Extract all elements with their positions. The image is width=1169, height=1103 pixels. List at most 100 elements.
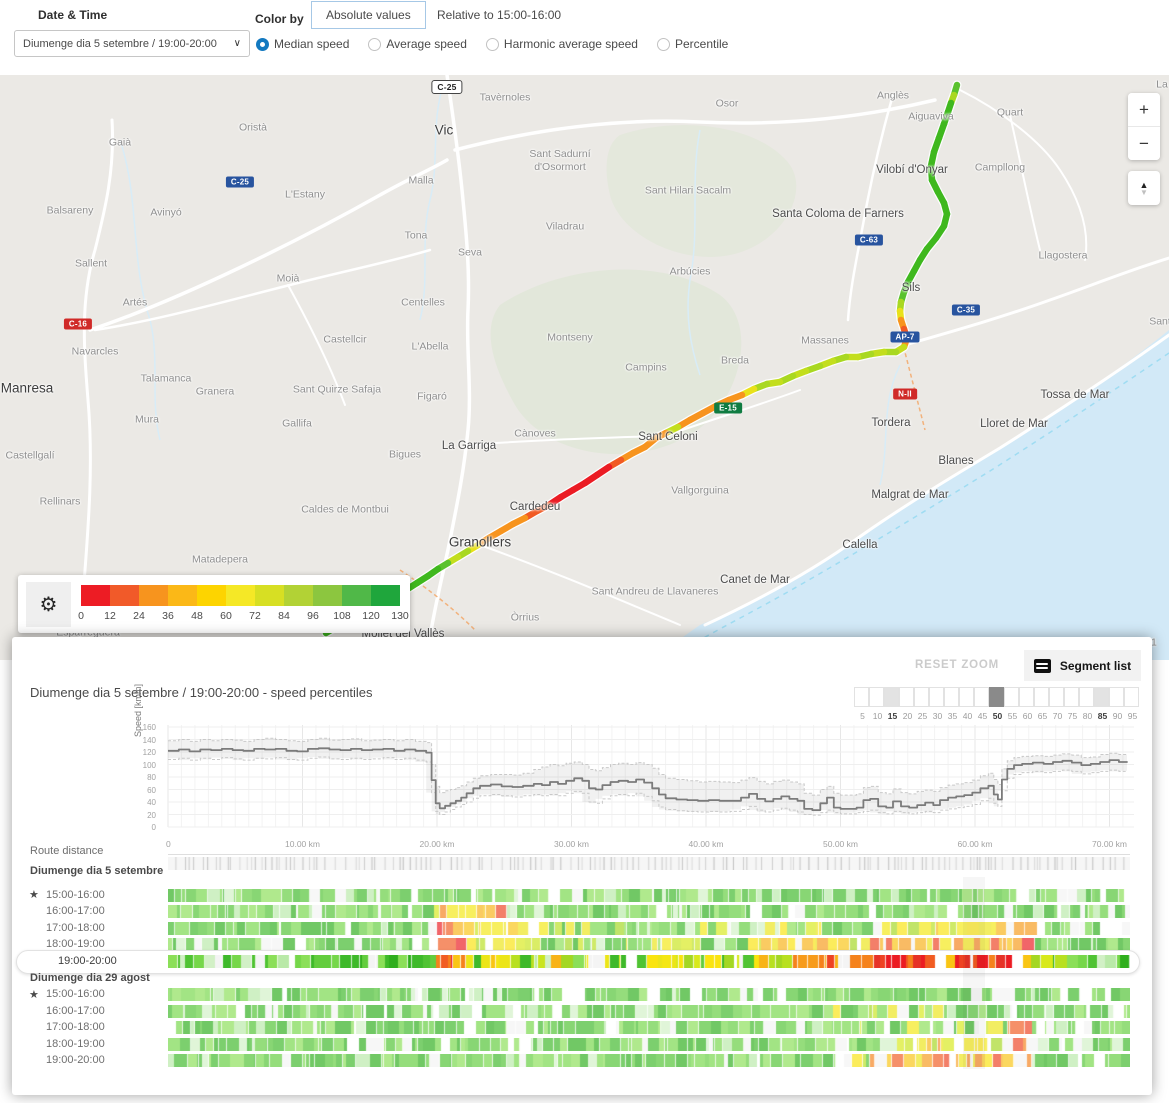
timeslot-heatmap-strip[interactable] [168,1037,1130,1051]
percentile-box[interactable] [1004,687,1019,707]
timeslot-heatmap-strip[interactable] [168,905,1130,918]
percentile-box[interactable] [1019,687,1034,707]
percentile-box[interactable] [884,687,899,707]
percentile-label: 70 [1052,711,1063,721]
percentile-box[interactable] [1124,687,1139,707]
percentile-box[interactable] [944,687,959,707]
timeslot-label-1600-1700[interactable]: 16:00-17:00 [46,1004,105,1017]
timeslot-heatmap-strip[interactable] [168,988,1130,1001]
metric-radio-harmonic-average-speed[interactable]: Harmonic average speed [485,37,638,51]
tilt-button[interactable]: ▲ ▼ [1128,171,1160,205]
timeslot-heatmap-strip[interactable] [168,938,1130,951]
timeslot-heatmap-strip[interactable] [168,1021,1130,1034]
percentile-box[interactable] [914,687,929,707]
percentile-box[interactable] [1049,687,1064,707]
zoom-in-button[interactable]: + [1128,93,1160,126]
percentile-cell-80[interactable]: 80 [1079,687,1095,721]
percentile-box[interactable] [1079,687,1094,707]
metric-radio-percentile[interactable]: Percentile [656,37,728,51]
roads [78,75,1169,639]
percentile-label: 20 [902,711,913,721]
percentile-box[interactable] [854,687,869,707]
percentile-box[interactable] [989,687,1004,707]
y-tick-label: 60 [147,785,156,795]
map[interactable]: Tavèrnoles Osor Anglès Aiguaviva Quart Oristà… [0,75,1169,660]
percentile-cell-25[interactable]: 25 [914,687,930,721]
percentile-box[interactable] [929,687,944,707]
legend-tick: 72 [249,609,261,622]
percentile-label: 30 [932,711,943,721]
segment-list-button[interactable]: Segment list [1024,650,1141,681]
percentile-cell-45[interactable]: 45 [974,687,990,721]
percentile-box[interactable] [1064,687,1079,707]
percentile-label: 95 [1127,711,1138,721]
percentile-cell-50[interactable]: 50 [989,687,1005,721]
timeslot-label-1600-1700[interactable]: 16:00-17:00 [46,905,105,917]
metric-radio-average-speed[interactable]: Average speed [368,37,467,51]
radio-icon [368,37,382,51]
percentile-box[interactable] [1034,687,1049,707]
timeslot-heatmap-strip[interactable] [168,1054,1130,1067]
legend-swatch [226,584,255,606]
percentile-cell-85[interactable]: 85 [1094,687,1110,721]
legend-tick: 36 [162,609,174,622]
y-tick-label: 0 [151,823,156,832]
percentile-box[interactable] [1109,687,1124,707]
timeslot-label-1800-1900[interactable]: 18:00-19:00 [46,938,105,950]
timeslot-heatmap-strip[interactable] [168,1004,1130,1018]
legend-swatch [110,584,139,606]
percentile-cell-70[interactable]: 70 [1049,687,1065,721]
relative-values-button[interactable]: Relative to 15:00-16:00 [437,8,562,22]
percentile-box[interactable] [959,687,974,707]
star-icon: ★ [29,889,39,901]
timeslot-label-1900-2000[interactable]: 19:00-20:00 [46,1054,105,1066]
timeslot-label-1500-1600[interactable]: 15:00-16:00 [46,888,105,901]
legend-swatch [197,584,226,606]
reset-zoom-button[interactable]: RESET ZOOM [915,659,1000,671]
percentile-cell-30[interactable]: 30 [929,687,945,721]
timeslot-heatmap-strip[interactable] [168,921,1130,935]
timeslot-label-1900-2000[interactable]: 19:00-20:00 [58,955,117,967]
percentile-label: 55 [1007,711,1018,721]
metric-radio-median-speed[interactable]: Median speed [256,37,349,51]
percentile-cell-10[interactable]: 10 [869,687,885,721]
percentile-cell-20[interactable]: 20 [899,687,915,721]
percentile-label: 60 [1022,711,1033,721]
percentile-cell-5[interactable]: 5 [854,687,870,721]
timeslot-heatmap-strip[interactable] [168,955,1130,968]
date-time-dropdown[interactable]: Diumenge dia 5 setembre / 19:00-20:00 ∨ [14,30,250,57]
percentile-cell-90[interactable]: 90 [1109,687,1125,721]
radio-label: Average speed [386,37,467,51]
rivers [119,79,901,486]
absolute-values-button[interactable]: Absolute values [311,1,426,29]
speed-percentile-chart[interactable] [164,721,1138,833]
percentile-box[interactable] [869,687,884,707]
y-tick-label: 160 [142,723,156,732]
timeslot-label-1800-1900[interactable]: 18:00-19:00 [46,1037,105,1050]
percentile-cell-40[interactable]: 40 [959,687,975,721]
timeslot-label-1500-1600[interactable]: 15:00-16:00 [46,988,105,1000]
percentile-cell-15[interactable]: 15 [884,687,900,721]
percentile-box[interactable] [899,687,914,707]
percentile-box[interactable] [1094,687,1109,707]
percentile-cell-55[interactable]: 55 [1004,687,1020,721]
legend-tick: 96 [307,609,319,622]
x-tick-label: 70.00 km [1092,839,1127,849]
percentile-cell-95[interactable]: 95 [1124,687,1140,721]
timeslot-label-1700-1800[interactable]: 17:00-18:00 [46,1021,105,1033]
legend-swatch [139,584,168,606]
percentile-cell-75[interactable]: 75 [1064,687,1080,721]
forest-area [606,125,797,257]
zoom-out-button[interactable]: − [1128,127,1160,160]
timeslot-heatmap-strip[interactable] [168,888,1130,902]
percentile-cell-65[interactable]: 65 [1034,687,1050,721]
legend-tick: 60 [220,609,232,622]
percentile-cell-60[interactable]: 60 [1019,687,1035,721]
percentile-box[interactable] [974,687,989,707]
segment-boundary-strip[interactable] [168,857,1130,870]
percentile-cell-35[interactable]: 35 [944,687,960,721]
legend-settings-button[interactable]: ⚙ [26,581,71,627]
timeslot-label-1700-1800[interactable]: 17:00-18:00 [46,921,105,934]
legend-swatch [342,584,371,606]
color-by-label: Color by [255,12,304,26]
